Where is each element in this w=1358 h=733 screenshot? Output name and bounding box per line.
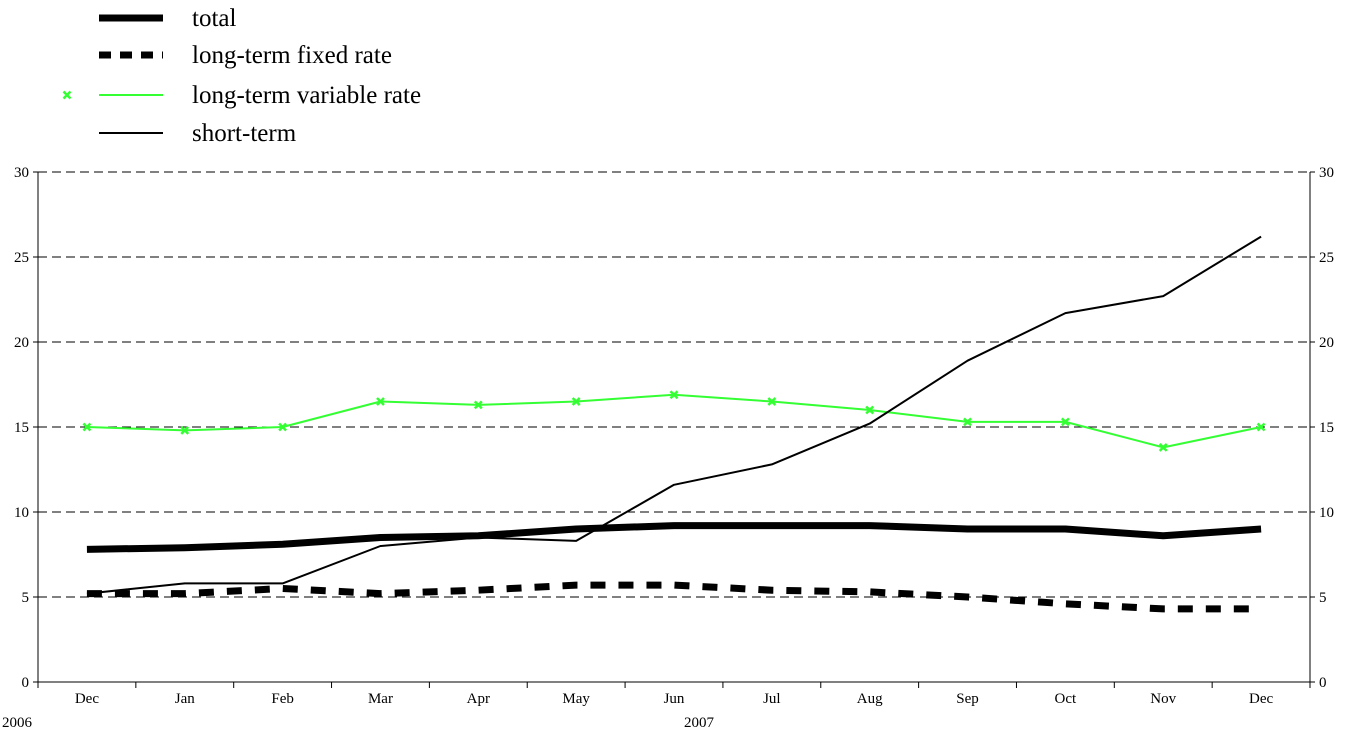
data-point-long-term-variable-rate [376,397,385,406]
data-point-long-term-variable-rate [669,390,679,400]
y-tick-label-right: 5 [1319,590,1327,606]
axes [33,171,1315,688]
data-point-long-term-variable-rate [571,397,581,406]
data-point-long-term-variable-rate [278,422,287,432]
legend: total long-term fixed rate long-term varia… [62,5,421,147]
data-point-long-term-variable-rate [1256,422,1266,432]
year-label: 2006 [2,715,33,731]
y-tick-label-left: 20 [14,335,29,351]
y-tick-label-left: 15 [14,420,29,436]
x-tick-label: Dec [1249,691,1273,707]
x-tick-label: Apr [467,691,490,707]
year-label: 2007 [684,715,715,731]
x-tick-label: Feb [271,691,294,707]
legend-label-short-term: short-term [192,120,297,147]
data-point-long-term-variable-rate [865,405,875,415]
x-tick-label: May [562,691,590,707]
data-point-long-term-variable-rate [1060,417,1070,427]
y-tick-label-left: 30 [14,165,29,181]
tick-labels: 0 0 5 5 10 10 15 15 20 20 25 25 30 30 Dec Jan Feb Mar Apr M… [2,165,1334,731]
y-tick-label-right: 15 [1319,420,1334,436]
y-tick-label-right: 30 [1319,165,1334,181]
x-tick-label: Jun [664,691,685,707]
series-line-total [86,522,1262,553]
y-tick-label-left: 5 [22,590,30,606]
x-tick-label: Dec [75,691,99,707]
series-line-short-term [86,235,1262,595]
y-tick-label-right: 10 [1319,505,1334,521]
x-tick-label: Sep [956,691,979,707]
data-point-long-term-variable-rate [82,422,92,432]
data-point-long-term-variable-rate [963,417,972,427]
legend-label-long-term-fixed-rate: long-term fixed rate [192,42,392,69]
data-point-long-term-variable-rate [180,426,190,435]
x-tick-label: Mar [368,691,393,707]
data-point-long-term-variable-rate [767,397,777,406]
y-tick-label-right: 20 [1319,335,1334,351]
data-point-long-term-variable-rate [473,400,483,410]
series-line-long-term-variable-rate [86,393,1262,449]
legend-label-long-term-variable-rate: long-term variable rate [192,82,421,109]
y-tick-label-left: 25 [14,250,29,266]
x-tick-label: Oct [1055,691,1077,707]
x-tick-label: Jan [175,691,195,707]
x-tick-label: Jul [763,691,781,707]
data-point-long-term-variable-rate [1158,443,1168,452]
legend-marker-long-term-variable-rate [62,90,72,100]
series-lines [82,235,1266,613]
y-tick-label-right: 0 [1319,675,1327,691]
y-tick-label-right: 25 [1319,250,1334,266]
y-tick-label-left: 0 [22,675,30,691]
y-tick-label-left: 10 [14,505,29,521]
legend-label-total: total [192,5,236,32]
x-tick-label: Nov [1150,691,1176,707]
x-tick-label: Aug [857,691,883,707]
gridlines [38,171,1310,598]
